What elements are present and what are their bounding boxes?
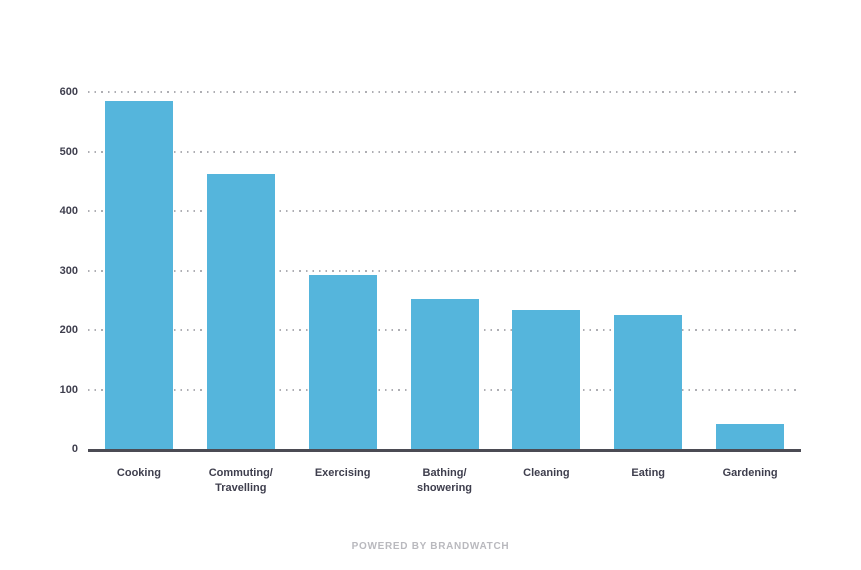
gridline-300: [88, 269, 801, 272]
bar-slot: [190, 92, 292, 449]
bar-gardening[interactable]: [716, 424, 785, 449]
plot-area: [88, 91, 801, 452]
bar-eating[interactable]: [614, 314, 683, 449]
y-tick-label-0: 0: [71, 443, 78, 455]
y-tick-label-300: 300: [59, 264, 78, 277]
bar-slot: [495, 92, 597, 449]
y-tick-label-600: 600: [59, 86, 78, 98]
x-category-label: Eating: [631, 467, 666, 479]
x-axis-line: [88, 449, 801, 452]
x-category-label: Gardening: [722, 467, 778, 479]
bars-row: [88, 92, 801, 449]
gridline-400: [88, 210, 801, 212]
bar-slot: [394, 92, 496, 449]
bar-cooking[interactable]: [104, 100, 173, 449]
bar-exercising[interactable]: [308, 275, 377, 449]
y-tick-label-500: 500: [59, 145, 78, 158]
x-category-label: Cooking: [116, 467, 161, 479]
x-category-label: Commuting/ Travelling: [208, 467, 273, 494]
bar-slot: [88, 92, 190, 449]
x-category-label: Cleaning: [523, 467, 570, 479]
bar-slot: [699, 92, 801, 449]
bar-cleaning[interactable]: [512, 309, 581, 449]
powered-by-brandwatch-label: POWERED BY BRANDWATCH: [351, 541, 510, 552]
x-category-label: Bathing/ showering: [417, 467, 473, 494]
bar-bathing[interactable]: [410, 299, 479, 449]
y-tick-label-200: 200: [59, 324, 78, 336]
y-tick-label-100: 100: [59, 383, 78, 396]
bar-slot: [292, 92, 394, 449]
bar-slot: [597, 92, 699, 449]
gridline-500: [88, 150, 801, 153]
x-axis-category-labels: Cooking Commuting/ Travelling Exercising Ba…: [88, 466, 801, 496]
x-category-label: Exercising: [314, 467, 371, 479]
bar-commuting[interactable]: [206, 174, 275, 449]
gridline-600: [88, 91, 801, 93]
y-tick-label-400: 400: [59, 205, 78, 217]
